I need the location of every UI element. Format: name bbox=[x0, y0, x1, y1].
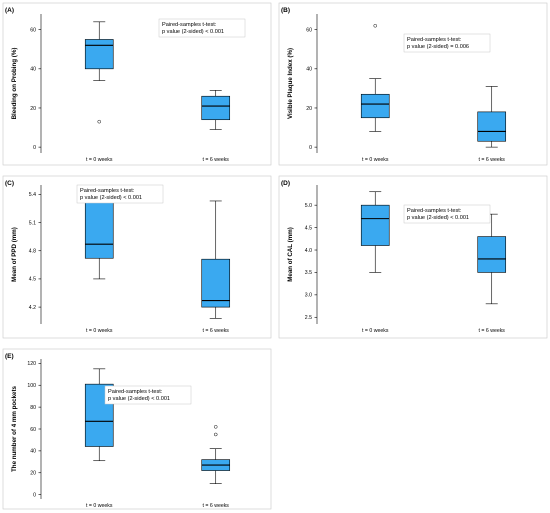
y-tick-label: 100 bbox=[27, 383, 36, 389]
y-tick-label: 20 bbox=[30, 471, 36, 477]
y-tick-label: 40 bbox=[30, 67, 36, 73]
annotation-p-value: p value (2-sided) < 0.001 bbox=[162, 29, 224, 35]
annotation-test-name: Paired-samples t-test: bbox=[80, 188, 135, 194]
x-tick-label: t = 6 weeks bbox=[203, 157, 230, 163]
outlier-point bbox=[213, 432, 218, 437]
panel-label: (A) bbox=[5, 7, 14, 14]
box-2 bbox=[201, 90, 231, 130]
y-tick-label: 60 bbox=[30, 27, 36, 33]
y-tick-label: 3.5 bbox=[305, 270, 312, 276]
annotation-test-name: Paired-samples t-test: bbox=[162, 22, 217, 28]
panel-c: (C) 4.2 4.5 4.8 5.1 5.4 Mean of PPD (mm) t = 0 … bbox=[2, 175, 272, 339]
y-tick-label: 4.5 bbox=[29, 277, 36, 283]
y-tick-label: 5.0 bbox=[305, 203, 312, 209]
iqr-box bbox=[84, 200, 114, 259]
y-tick-label: 80 bbox=[30, 405, 36, 411]
iqr-box bbox=[84, 39, 114, 70]
y-tick-label: 4.2 bbox=[29, 305, 36, 311]
y-tick-label: 60 bbox=[30, 427, 36, 433]
y-tick-label: 0 bbox=[309, 145, 312, 151]
x-tick-label: t = 6 weeks bbox=[479, 328, 506, 334]
x-tick-label: t = 0 weeks bbox=[86, 328, 113, 334]
iqr-box bbox=[201, 95, 231, 121]
y-tick-label: 4.0 bbox=[305, 248, 312, 254]
y-tick-label: 0 bbox=[33, 492, 36, 498]
y-axis-label: The number of 4 mm pockets bbox=[11, 385, 18, 472]
annotation-test-name: Paired-samples t-test: bbox=[407, 208, 462, 214]
panel-a: (A) 0 20 40 60 Bleeding on Probing (%) t = 0 w… bbox=[2, 2, 272, 166]
y-tick-label: 0 bbox=[33, 145, 36, 151]
annotation-box bbox=[403, 204, 491, 224]
panel-label: (C) bbox=[5, 180, 14, 187]
annotation: Paired-samples t-test:p value (2-sided) … bbox=[158, 18, 246, 38]
y-axis-label: Bleeding on Probing (%) bbox=[11, 48, 18, 120]
annotation-p-value: p value (2-sided) = 0.006 bbox=[407, 44, 469, 50]
annotation: Paired-samples t-test:p value (2-sided) … bbox=[76, 184, 164, 204]
panel-frame bbox=[278, 175, 548, 339]
panel-d: (D) 2.5 3.0 3.5 4.0 4.5 5.0 Mean of CAL (mm) t =… bbox=[278, 175, 548, 339]
annotation-p-value: p value (2-sided) < 0.001 bbox=[407, 215, 469, 221]
annotation-box bbox=[158, 18, 246, 38]
outlier-point bbox=[97, 119, 101, 124]
x-tick-label: t = 6 weeks bbox=[203, 503, 230, 509]
annotation-test-name: Paired-samples t-test: bbox=[407, 37, 462, 43]
annotation-box bbox=[104, 385, 192, 405]
y-tick-label: 40 bbox=[30, 449, 36, 455]
box-2 bbox=[201, 425, 231, 484]
panel-frame bbox=[2, 2, 272, 166]
y-tick-label: 3.0 bbox=[305, 293, 312, 299]
box-2 bbox=[201, 200, 231, 319]
annotation: Paired-samples t-test:p value (2-sided) … bbox=[403, 204, 491, 224]
panel-frame bbox=[278, 2, 548, 166]
y-axis-label: Mean of PPD (mm) bbox=[11, 227, 18, 282]
box-1 bbox=[360, 191, 390, 273]
panel-label: (D) bbox=[281, 180, 290, 187]
y-tick-label: 120 bbox=[27, 361, 36, 367]
x-tick-label: t = 0 weeks bbox=[86, 157, 113, 163]
annotation-p-value: p value (2-sided) < 0.001 bbox=[108, 396, 170, 402]
annotation-test-name: Paired-samples t-test: bbox=[108, 389, 163, 395]
x-tick-label: t = 0 weeks bbox=[86, 503, 113, 509]
box-2 bbox=[477, 86, 507, 148]
y-axis-label: Mean of CAL (mm) bbox=[287, 227, 294, 282]
annotation: Paired-samples t-test:p value (2-sided) … bbox=[104, 385, 192, 405]
y-tick-label: 40 bbox=[306, 67, 312, 73]
box-1 bbox=[84, 21, 114, 124]
box-1 bbox=[84, 368, 114, 462]
y-axis-label: Visible Plaque Index (%) bbox=[287, 48, 294, 119]
y-tick-label: 2.5 bbox=[305, 315, 312, 321]
iqr-box bbox=[201, 258, 231, 308]
y-tick-label: 20 bbox=[30, 106, 36, 112]
y-tick-label: 60 bbox=[306, 27, 312, 33]
y-tick-label: 20 bbox=[306, 106, 312, 112]
iqr-box bbox=[360, 93, 390, 119]
outlier-point bbox=[373, 23, 377, 28]
panel-label: (E) bbox=[5, 353, 14, 360]
annotation-p-value: p value (2-sided) < 0.001 bbox=[80, 195, 142, 201]
panel-e: (E) 0 20 40 60 80 100 120 The number of 4 mm poc… bbox=[2, 348, 272, 510]
y-tick-label: 4.5 bbox=[305, 225, 312, 231]
panel-frame bbox=[2, 175, 272, 339]
panel-frame bbox=[2, 348, 272, 510]
annotation: Paired-samples t-test:p value (2-sided) … bbox=[403, 33, 491, 53]
iqr-box bbox=[477, 111, 507, 142]
iqr-box bbox=[360, 204, 390, 246]
y-tick-label: 5.4 bbox=[29, 192, 36, 198]
box-2 bbox=[477, 213, 507, 305]
y-tick-label: 5.1 bbox=[29, 220, 36, 226]
y-tick-label: 4.8 bbox=[29, 249, 36, 255]
outlier-point bbox=[213, 425, 218, 429]
iqr-box bbox=[477, 236, 507, 273]
x-tick-label: t = 0 weeks bbox=[362, 328, 389, 334]
box-1 bbox=[360, 23, 390, 132]
annotation-box bbox=[76, 184, 164, 204]
x-tick-label: t = 6 weeks bbox=[479, 157, 506, 163]
annotation-box bbox=[403, 33, 491, 53]
panel-b: (B) 0 20 40 60 Visible Plaque Index (%) t = 0 … bbox=[278, 2, 548, 166]
x-tick-label: t = 6 weeks bbox=[203, 328, 230, 334]
x-tick-label: t = 0 weeks bbox=[362, 157, 389, 163]
panel-label: (B) bbox=[281, 7, 290, 14]
